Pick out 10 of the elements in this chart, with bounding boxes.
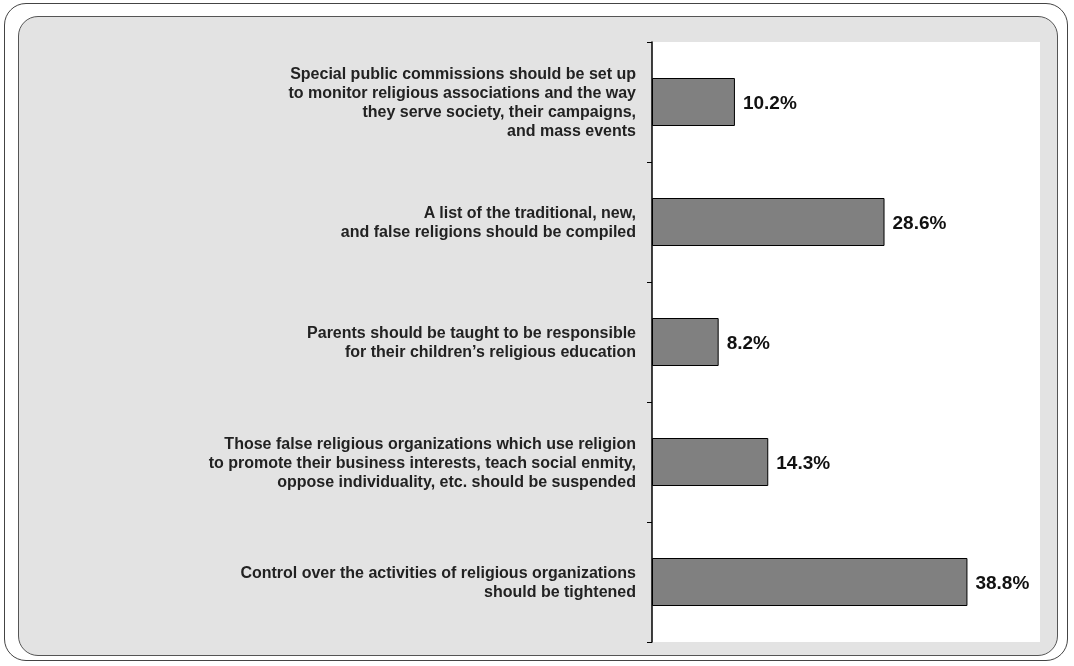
data-label: 38.8% xyxy=(975,571,1030,593)
data-label: 14.3% xyxy=(776,451,831,473)
data-label: 8.2% xyxy=(726,331,771,353)
y-tick-label: A list of the traditional, new, and false religions should be compiled xyxy=(340,204,636,240)
y-tick-label: Special public commissions should be set up to monitor religious associations and the way they serve society, their campaigns, and mass events xyxy=(288,65,637,139)
y-tick-label: Control over the activities of religious organizations should be tightened xyxy=(240,564,637,600)
data-label: 28.6% xyxy=(892,211,947,233)
data-label: 10.2% xyxy=(742,91,797,113)
y-tick-label: Those false religious organizations which use religion to promote their business interests, teach social enmity, oppose individuality, etc. should be suspended xyxy=(208,434,636,490)
y-tick-label: Parents should be taught to be responsible for their children’s religious education xyxy=(307,324,637,360)
